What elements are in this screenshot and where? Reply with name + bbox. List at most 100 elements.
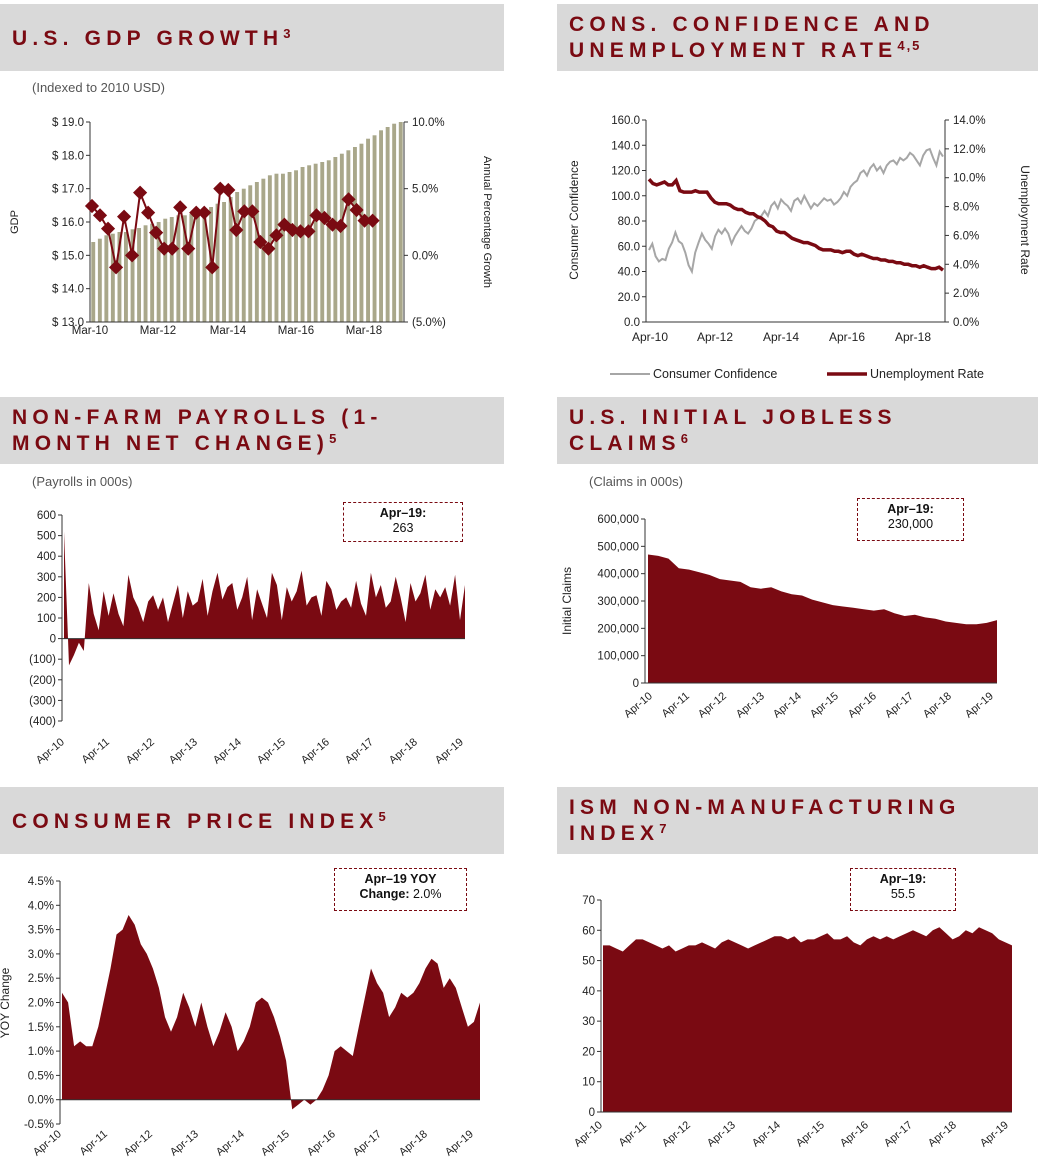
- gdp-x-tick-label: Mar-18: [346, 325, 382, 337]
- cpi-chart: 4.5% 4.0% 3.5% 3.0% 2.5% 2.0% 1.5% 1.0% 0.5% 0.0%…: [0, 876, 480, 1159]
- cpi-x-tick-label: Apr-14: [214, 1128, 247, 1158]
- cpi-x-tick-label: Apr-10: [31, 1128, 64, 1158]
- claims-y-tick-label: 300,000: [597, 596, 639, 608]
- nfp-y-tick-label: 600: [37, 510, 56, 522]
- cpi-callout: Apr–19 YOY Change: 2.0%: [334, 868, 467, 911]
- nfp-x-tick-label: Apr-12: [124, 736, 157, 766]
- gdp-growth-marker: [197, 205, 212, 220]
- claims-callout-value: 230,000: [887, 517, 934, 531]
- gdp-growth-marker: [181, 241, 196, 256]
- ism-x-tick-label: Apr-14: [750, 1119, 783, 1149]
- nfp-y-tick-label: 0: [50, 634, 56, 646]
- claims-header: U.S. INITIAL JOBLESS CLAIMS6: [557, 397, 1038, 464]
- gdp-header: U.S. GDP GROWTH3: [0, 4, 504, 71]
- cpi-x-tick-label: Apr-19: [443, 1128, 476, 1158]
- cons-y2-axis-title: Unemployment Rate: [1018, 165, 1032, 275]
- gdp-growth-marker: [205, 260, 220, 275]
- cpi-title: CONSUMER PRICE INDEX5: [12, 809, 388, 833]
- gdp-bar: [366, 138, 370, 322]
- cpi-y-tick-label: 4.5%: [28, 876, 54, 888]
- gdp-growth-marker: [165, 241, 180, 256]
- cons-legend-label-unemployment: Unemployment Rate: [870, 367, 984, 381]
- gdp-bar: [248, 185, 253, 322]
- claims-x-tick-label: Apr-16: [846, 690, 879, 720]
- gdp-bar: [169, 217, 174, 322]
- cpi-callout-label2: Change:: [359, 887, 410, 901]
- gdp-x-tick-label: Mar-10: [72, 325, 108, 337]
- nfp-callout-value: 263: [392, 521, 414, 535]
- gdp-bar: [104, 235, 109, 322]
- gdp-bar: [385, 127, 390, 322]
- gdp-x-tick-label: Mar-14: [210, 325, 247, 337]
- gdp-y2-tick-label: 0.0%: [412, 250, 438, 262]
- cons-y-tick-label: 20.0: [618, 292, 640, 304]
- ism-x-tick-label: Apr-10: [572, 1119, 605, 1149]
- nfp-area: [64, 531, 465, 666]
- gdp-growth-marker: [141, 205, 156, 220]
- nfp-header: NON-FARM PAYROLLS (1- MONTH NET CHANGE)5: [0, 397, 504, 464]
- cons-y-tick-label: 100.0: [611, 191, 640, 203]
- gdp-growth-marker: [157, 241, 172, 256]
- gdp-growth-marker: [301, 224, 316, 239]
- nfp-y-tick-label: (200): [29, 675, 56, 687]
- claims-subtitle: (Claims in 000s): [589, 474, 683, 489]
- cons-chart: 160.0 140.0 120.0 100.0 80.0 60.0 40.0 20.0 0.0 1…: [567, 115, 1032, 381]
- cons-y-tick-label: 0.0: [624, 317, 640, 329]
- cpi-y-tick-label: 4.0%: [28, 900, 54, 912]
- gdp-bar: [307, 165, 312, 322]
- cpi-y-tick-label: 1.5%: [28, 1022, 54, 1034]
- claims-x-tick-label: Apr-15: [808, 690, 841, 720]
- gdp-growth-marker: [189, 205, 204, 220]
- ism-header: ISM NON-MANUFACTURING INDEX7: [557, 787, 1038, 854]
- gdp-bar: [124, 232, 128, 322]
- claims-x-tick-label: Apr-11: [660, 690, 692, 720]
- gdp-y-tick-label: $ 16.0: [52, 217, 84, 229]
- gdp-x-tick-label: Mar-16: [278, 325, 314, 337]
- ism-y-tick-label: 50: [582, 956, 595, 968]
- claims-x-tick-label: Apr-18: [921, 690, 954, 720]
- gdp-growth-marker: [116, 209, 132, 224]
- cons-y2-tick-label: 2.0%: [953, 288, 979, 300]
- ism-y-tick-label: 10: [582, 1077, 595, 1089]
- nfp-x-tick-label: Apr-19: [433, 736, 466, 766]
- gdp-y2-axis-title: Annual Percentage Growth: [481, 156, 493, 288]
- cons-header: CONS. CONFIDENCE AND UNEMPLOYMENT RATE4,…: [557, 4, 1038, 71]
- ism-callout: Apr–19: 55.5: [850, 868, 956, 911]
- gdp-bar: [117, 232, 122, 322]
- claims-y-tick-label: 200,000: [597, 623, 639, 635]
- claims-chart: 600,000 500,000 400,000 300,000 200,000 100,0…: [560, 514, 997, 721]
- gdp-growth-marker: [317, 210, 332, 226]
- cons-x-tick-label: Apr-18: [895, 330, 931, 344]
- gdp-bar: [320, 162, 325, 322]
- gdp-growth-marker: [365, 213, 380, 228]
- gdp-growth-marker: [293, 224, 308, 239]
- nfp-y-tick-label: 400: [37, 551, 56, 563]
- gdp-bar: [333, 157, 338, 322]
- claims-x-tick-label: Apr-10: [622, 690, 655, 720]
- cpi-y-tick-label: 3.0%: [28, 949, 54, 961]
- cpi-x-tick-label: Apr-16: [305, 1128, 338, 1158]
- claims-x-tick-label: Apr-19: [963, 690, 996, 720]
- gdp-x-tick-label: Mar-12: [140, 325, 176, 337]
- gdp-bar: [313, 163, 318, 322]
- cons-y-tick-label: 120.0: [611, 166, 640, 178]
- gdp-subtitle: (Indexed to 2010 USD): [32, 80, 165, 95]
- gdp-y-tick-label: $ 17.0: [52, 184, 84, 196]
- cpi-y-tick-label: 3.5%: [28, 925, 54, 937]
- gdp-bar: [353, 147, 357, 322]
- nfp-y-tick-label: (300): [29, 695, 56, 707]
- nfp-callout: Apr–19: 263: [343, 502, 463, 542]
- cons-confidence-line: [648, 147, 944, 275]
- nfp-x-tick-label: Apr-16: [299, 736, 332, 766]
- claims-y-tick-label: 600,000: [597, 514, 639, 526]
- cons-y2-tick-label: 10.0%: [953, 173, 986, 185]
- ism-title: ISM NON-MANUFACTURING INDEX7: [569, 796, 961, 845]
- nfp-x-tick-label: Apr-15: [255, 736, 288, 766]
- gdp-growth-marker: [269, 228, 284, 243]
- claims-y-axis-title: Initial Claims: [560, 567, 574, 635]
- gdp-growth-marker: [125, 248, 140, 263]
- gdp-bar: [202, 210, 207, 322]
- gdp-bar: [150, 223, 155, 322]
- nfp-x-tick-label: Apr-11: [80, 736, 112, 766]
- gdp-bar: [156, 222, 161, 322]
